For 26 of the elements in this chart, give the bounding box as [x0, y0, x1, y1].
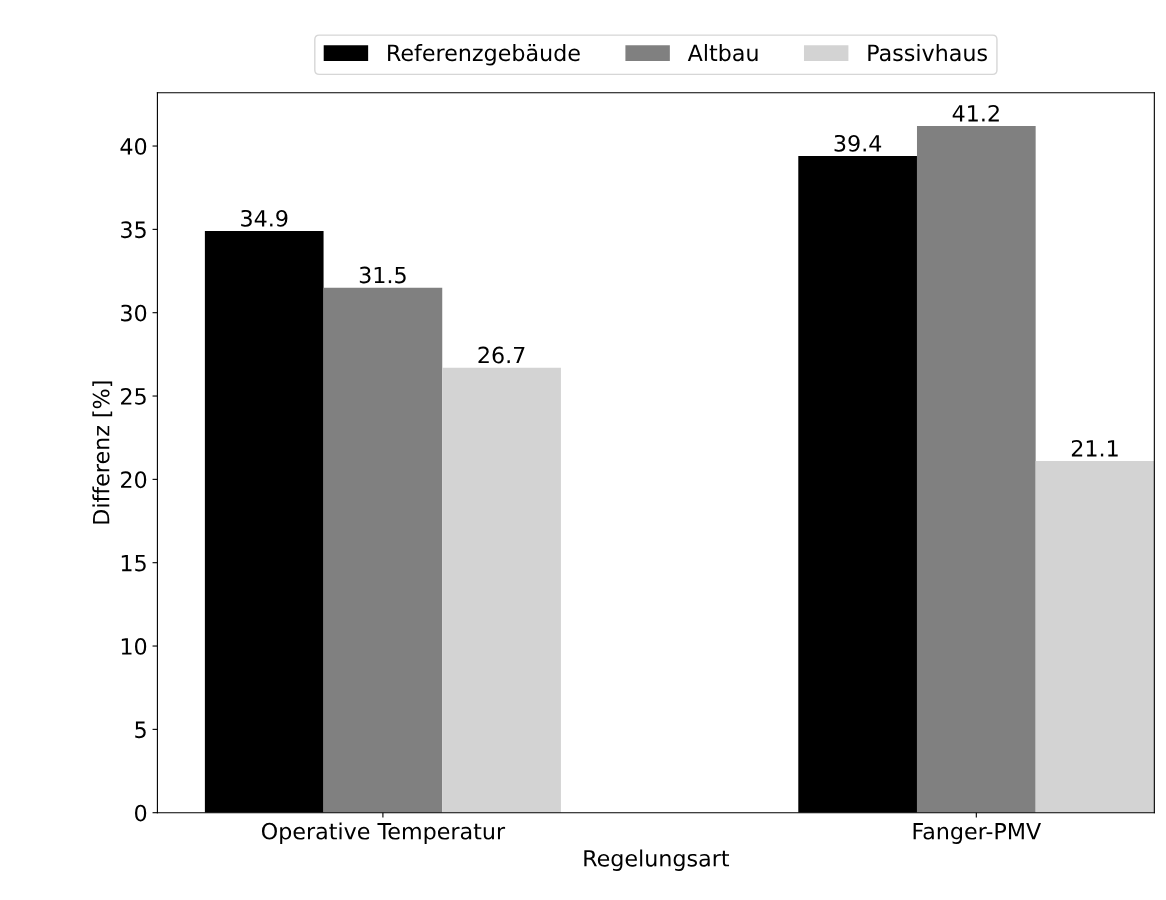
x-axis-title: Regelungsart	[584, 849, 730, 871]
legend-label: Altbau	[687, 43, 758, 62]
y-tick-label: 0	[135, 804, 147, 822]
data-label: 34.9	[241, 209, 288, 227]
x-tick-label: Fanger-PMV	[913, 823, 1042, 844]
bar	[323, 287, 443, 813]
y-tick-label: 5	[135, 721, 146, 739]
bar	[916, 126, 1036, 813]
y-tick-label: 30	[121, 304, 147, 322]
y-tick-label: 10	[121, 637, 147, 655]
data-label: 21.1	[1071, 439, 1118, 457]
y-axis-title: Differenz [%]	[92, 381, 113, 524]
data-label: 26.7	[478, 346, 525, 364]
bar	[1035, 461, 1155, 813]
bar	[442, 367, 561, 813]
legend-label: Passivhaus	[868, 43, 987, 62]
y-tick-label: 20	[121, 471, 147, 489]
y-tick-label: 35	[121, 221, 146, 239]
data-label: 41.2	[952, 104, 999, 122]
y-tick-label: 15	[121, 554, 146, 572]
y-tick-label: 25	[121, 387, 146, 405]
y-tick-label: 40	[120, 137, 147, 155]
data-label: 31.5	[359, 266, 406, 284]
x-tick-label: Operative Temperatur	[261, 822, 506, 844]
data-label: 39.4	[834, 134, 882, 152]
legend-label: Referenzgebäude	[388, 43, 580, 66]
